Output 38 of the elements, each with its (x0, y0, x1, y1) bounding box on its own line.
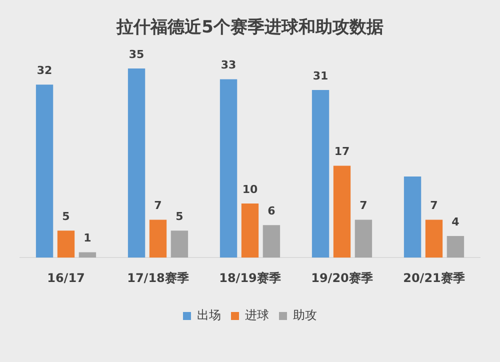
data-label: 7 (360, 199, 368, 212)
data-label: 5 (176, 210, 184, 223)
bar (36, 84, 54, 258)
bar (425, 220, 443, 258)
data-label: 4 (452, 215, 460, 228)
bar (312, 90, 330, 258)
data-label: 5 (62, 210, 70, 223)
x-tick-label: 20/21赛季 (403, 270, 466, 285)
data-label: 7 (154, 199, 162, 212)
data-label: 32 (36, 64, 52, 77)
data-label: 35 (128, 48, 144, 61)
bar (446, 236, 464, 258)
bar (354, 220, 372, 258)
bar (241, 204, 259, 258)
bar (220, 79, 238, 258)
chart-title: 拉什福德近5个赛季进球和助攻数据 (116, 18, 384, 38)
bar (149, 220, 167, 258)
data-label: 7 (430, 199, 438, 212)
bar (78, 252, 96, 258)
bar (170, 230, 188, 258)
x-tick-label: 18/19赛季 (219, 270, 282, 285)
data-label: 6 (268, 204, 276, 218)
bar (128, 68, 146, 258)
x-tick-label: 17/18赛季 (127, 270, 190, 285)
bar (404, 176, 422, 258)
legend-label: 助攻 (293, 308, 317, 322)
data-label: 17 (334, 145, 350, 158)
bar (262, 225, 280, 258)
data-label: 1 (84, 232, 92, 245)
data-label: 10 (242, 182, 258, 196)
legend-label: 进球 (245, 308, 269, 322)
legend-label: 出场 (197, 308, 221, 322)
data-label: 31 (312, 69, 328, 82)
bar (333, 166, 351, 258)
x-tick-label: 16/17 (47, 270, 85, 285)
bar (57, 230, 75, 258)
data-label: 33 (220, 58, 236, 72)
x-tick-label: 19/20赛季 (311, 270, 374, 285)
